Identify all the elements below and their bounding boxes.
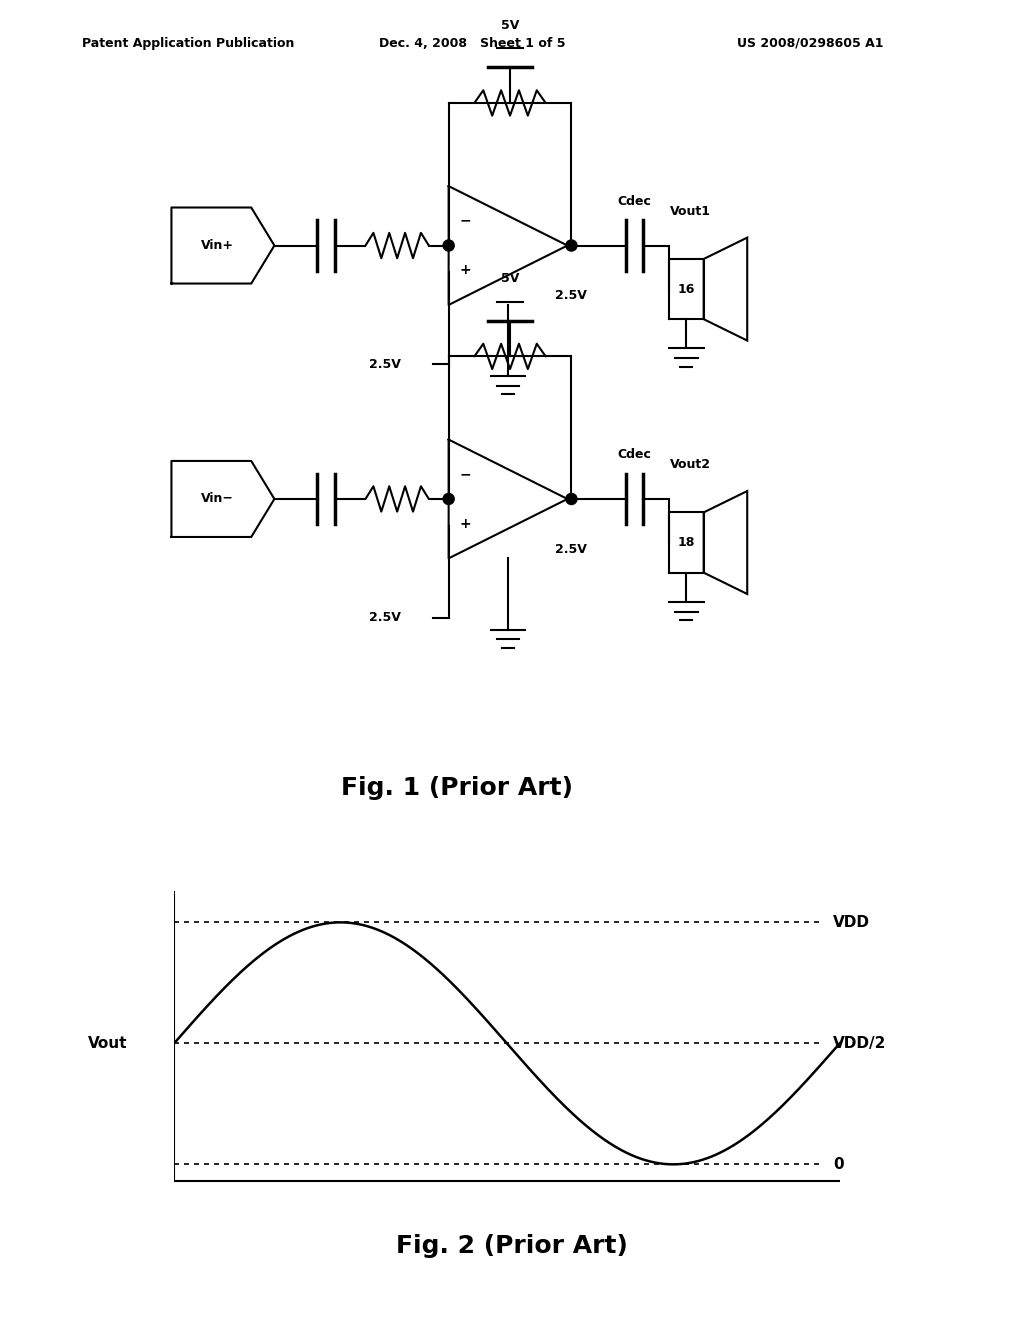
Polygon shape [703, 238, 748, 341]
Text: Patent Application Publication: Patent Application Publication [82, 37, 294, 50]
Text: 0: 0 [834, 1156, 844, 1172]
Circle shape [443, 240, 455, 251]
Text: VDD: VDD [834, 915, 870, 929]
Text: 2.5V: 2.5V [555, 289, 588, 302]
Circle shape [566, 494, 577, 504]
Text: Cdec: Cdec [617, 447, 651, 461]
Text: +: + [460, 517, 471, 531]
Text: 2.5V: 2.5V [370, 358, 401, 371]
Text: Fig. 1 (Prior Art): Fig. 1 (Prior Art) [341, 776, 572, 800]
Text: US 2008/0298605 A1: US 2008/0298605 A1 [737, 37, 884, 50]
Text: Dec. 4, 2008   Sheet 1 of 5: Dec. 4, 2008 Sheet 1 of 5 [379, 37, 565, 50]
Text: 18: 18 [678, 536, 695, 549]
Text: Vout2: Vout2 [671, 458, 712, 471]
Text: 2.5V: 2.5V [555, 543, 588, 556]
Text: Vout1: Vout1 [671, 205, 712, 218]
Text: −: − [460, 214, 471, 227]
Text: 2.5V: 2.5V [370, 611, 401, 624]
Text: Vin+: Vin+ [202, 239, 234, 252]
Text: 16: 16 [678, 282, 695, 296]
Text: Cdec: Cdec [617, 194, 651, 207]
Text: −: − [460, 467, 471, 480]
Text: VDD/2: VDD/2 [834, 1036, 887, 1051]
Text: Vin−: Vin− [202, 492, 234, 506]
Polygon shape [703, 491, 748, 594]
Text: 5V: 5V [501, 272, 519, 285]
Text: Vout: Vout [88, 1036, 127, 1051]
Text: +: + [460, 264, 471, 277]
Circle shape [443, 494, 455, 504]
Text: 5V: 5V [501, 18, 519, 32]
Text: Fig. 2 (Prior Art): Fig. 2 (Prior Art) [396, 1234, 628, 1258]
Circle shape [566, 240, 577, 251]
